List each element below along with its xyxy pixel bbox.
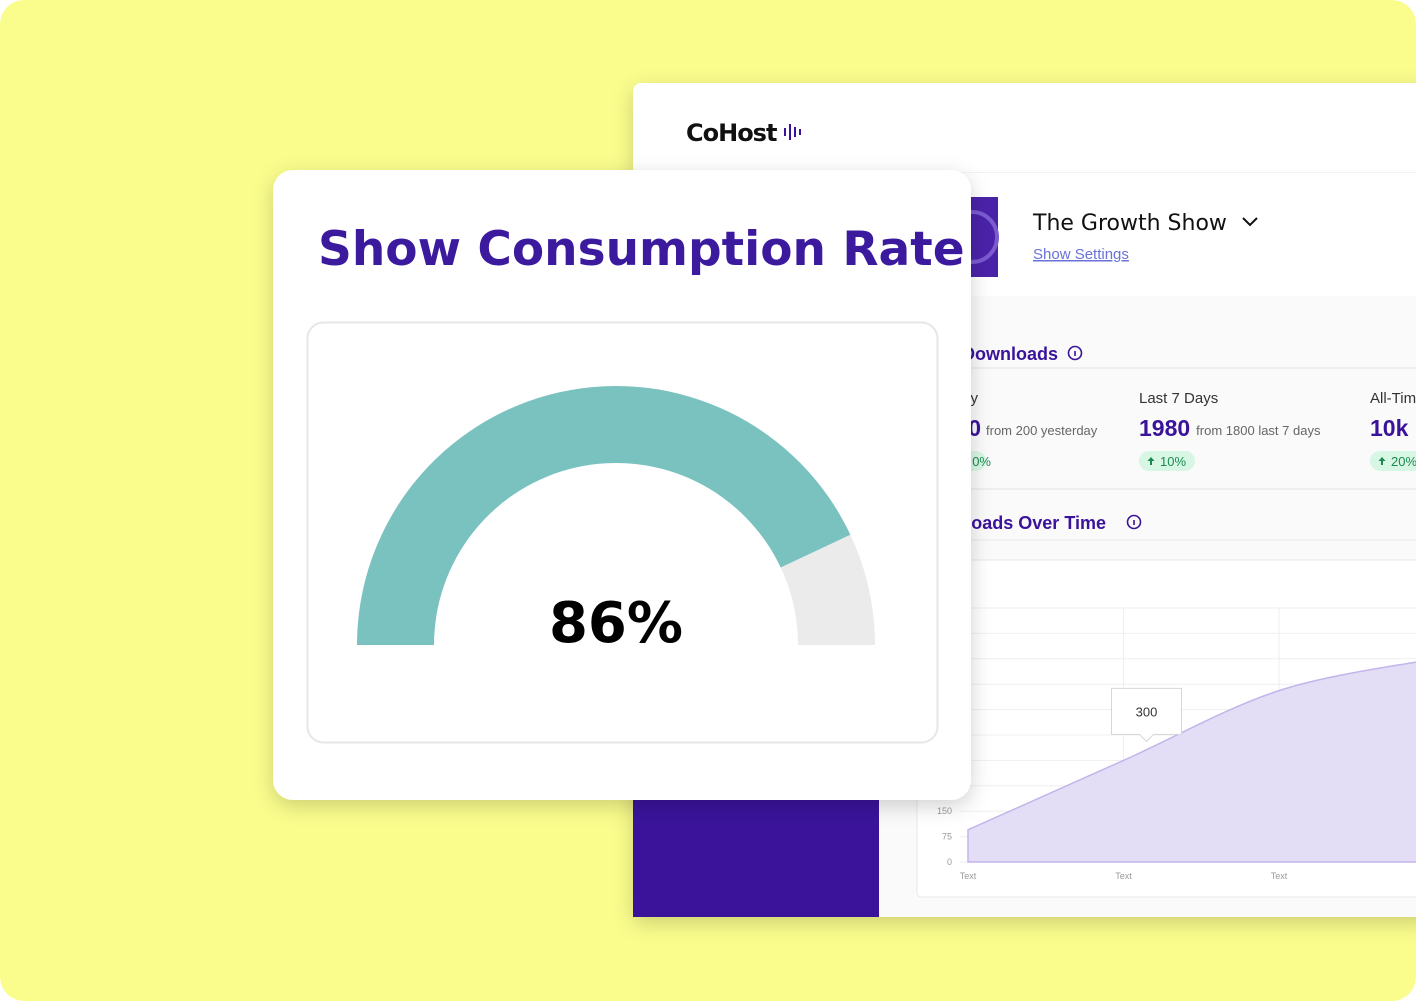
logo-icon (784, 124, 801, 140)
stat-comparison: from 200 yesterday (986, 423, 1098, 438)
y-tick-label: 0 (947, 857, 952, 867)
info-icon (1067, 345, 1083, 361)
gauge-arc (357, 385, 851, 645)
change-badge (1370, 451, 1416, 471)
app-header (633, 83, 1416, 173)
change-badge (1139, 451, 1195, 471)
show-title[interactable]: The Growth Show (1032, 211, 1227, 236)
y-tick-label: 150 (937, 806, 952, 816)
change-value: 0% (972, 454, 991, 469)
stat-value: 10k (1370, 415, 1409, 441)
stat-value: 0 (968, 415, 981, 441)
tooltip-label: 300 (1136, 704, 1158, 719)
section-title: Downloads (962, 344, 1058, 364)
stat-label: All-Time (1370, 390, 1416, 407)
stat-label: Last 7 Days (1139, 390, 1218, 407)
brand-logo: CoHost (686, 119, 777, 147)
x-tick-label: Text (960, 871, 977, 881)
stat-comparison: from 1800 last 7 days (1196, 423, 1321, 438)
gauge-box (306, 321, 939, 744)
change-value: 10% (1160, 454, 1186, 469)
area (967, 657, 1416, 863)
stat-value: 1980 (1139, 415, 1190, 441)
y-tick-label: 75 (942, 832, 952, 842)
gauge-value-label: 86% (549, 591, 683, 656)
change-value: 20% (1391, 454, 1416, 469)
x-tick-label: Text (1271, 871, 1288, 881)
tooltip (1111, 687, 1182, 743)
dropdown-icon[interactable] (1242, 217, 1258, 227)
settings-link[interactable]: Show Settings (1033, 246, 1129, 263)
info-icon (1126, 514, 1142, 530)
up-arrow-icon (1147, 457, 1155, 465)
gauge-title: Show Consumption Rate (318, 222, 965, 277)
x-tick-label: Text (1115, 871, 1132, 881)
gauge-track (780, 534, 875, 645)
stat-label: y (971, 390, 979, 407)
up-arrow-icon (1378, 457, 1386, 465)
